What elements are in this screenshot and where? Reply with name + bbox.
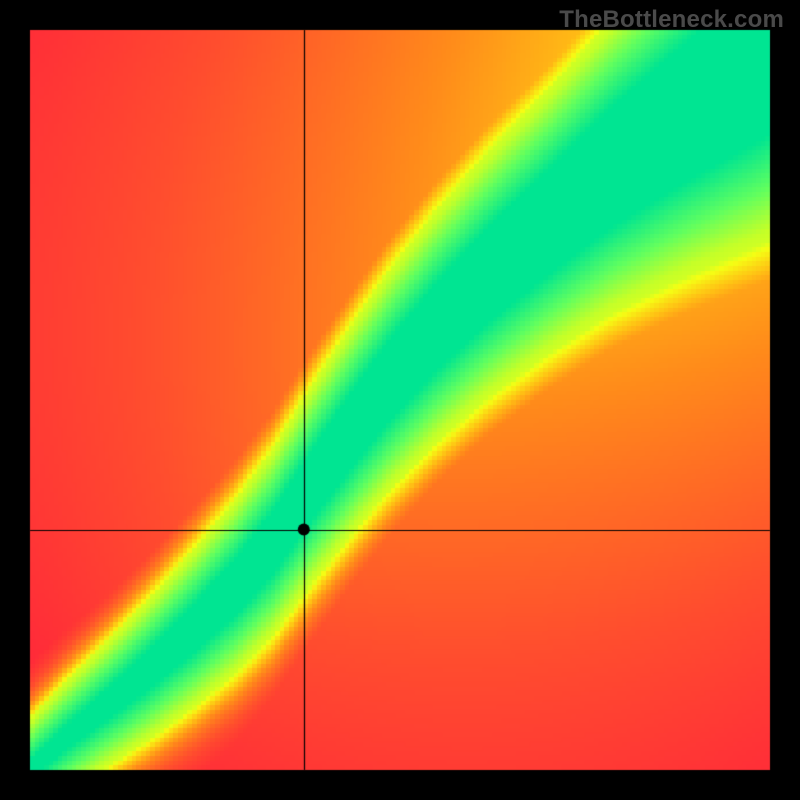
watermark-text: TheBottleneck.com <box>559 6 784 34</box>
chart-container: TheBottleneck.com <box>0 0 800 800</box>
crosshair-overlay <box>0 0 800 800</box>
